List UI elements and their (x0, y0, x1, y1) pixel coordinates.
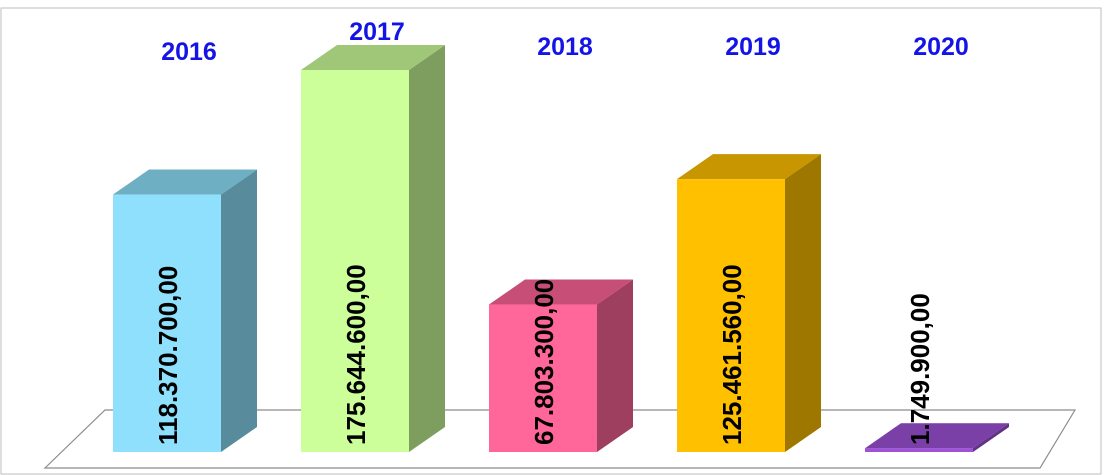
category-label: 2019 (725, 33, 781, 61)
bar (113, 194, 221, 452)
bar-side (221, 169, 257, 452)
bar-side-shade (409, 45, 445, 452)
bar-top (677, 154, 821, 180)
data-label: 67.803.300,00 (529, 279, 559, 445)
category-label: 2017 (349, 18, 405, 46)
bar-side (597, 279, 633, 452)
bar-top (489, 279, 633, 305)
data-label: 118.370.700,00 (153, 266, 183, 445)
bar-side-shade (973, 423, 1009, 452)
bar-side-shade (597, 279, 633, 452)
bar-side-shade (785, 154, 821, 453)
bar-side-shade (221, 169, 257, 452)
bar (489, 304, 597, 452)
bar-top-shade (677, 154, 821, 180)
bar-top-shade (489, 279, 633, 305)
bar (301, 70, 409, 452)
bar-top-shade (301, 45, 445, 70)
bar-side (973, 423, 1009, 452)
data-label: 125.461.560,00 (717, 264, 747, 445)
bar-top (301, 45, 445, 70)
category-label: 2018 (537, 33, 593, 61)
category-label: 2016 (161, 38, 217, 66)
data-label: 1.749.900,00 (905, 293, 935, 445)
bar-side (785, 154, 821, 453)
category-label: 2020 (913, 33, 969, 61)
bar-top-shade (865, 423, 1009, 449)
bar (865, 448, 973, 452)
data-label: 175.644.600,00 (341, 264, 371, 445)
bar-top (113, 169, 257, 195)
bar (677, 179, 785, 453)
bar-top-shade (113, 169, 257, 195)
bar-top (865, 423, 1009, 449)
bar-side (409, 45, 445, 452)
